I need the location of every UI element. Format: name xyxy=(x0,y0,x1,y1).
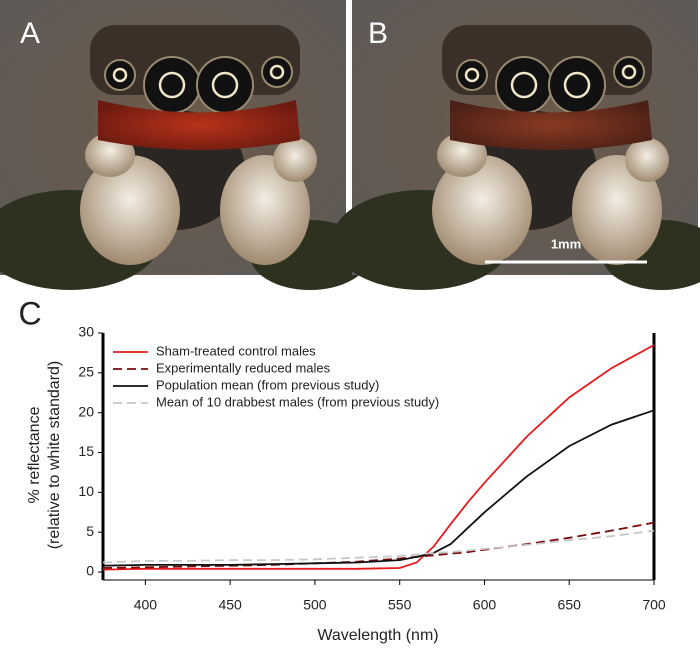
x-tick-label: 550 xyxy=(388,597,412,613)
y-tick-label: 30 xyxy=(78,324,94,340)
x-axis-label: Wavelength (nm) xyxy=(317,627,438,644)
y-tick-label: 15 xyxy=(78,443,94,459)
photo-b xyxy=(330,0,700,292)
y-axis-label: % reflectance xyxy=(26,406,43,503)
y-tick-label: 20 xyxy=(78,403,94,419)
panel-label: B xyxy=(368,17,388,50)
panel-label: C xyxy=(18,295,41,331)
x-tick-label: 500 xyxy=(303,597,327,613)
x-tick-label: 650 xyxy=(558,597,582,613)
y-tick-label: 25 xyxy=(78,364,94,380)
legend-label: Mean of 10 drabbest males (from previous… xyxy=(156,394,439,409)
photo-a xyxy=(0,0,372,292)
y-axis-label: (relative to white standard) xyxy=(46,361,63,550)
y-tick-label: 5 xyxy=(86,523,94,539)
x-tick-label: 400 xyxy=(134,597,158,613)
series-line xyxy=(102,344,655,571)
y-tick-label: 10 xyxy=(78,483,94,499)
legend-label: Population mean (from previous study) xyxy=(156,377,379,392)
x-tick-label: 450 xyxy=(218,597,242,613)
panel-label: A xyxy=(20,17,40,50)
series-line xyxy=(102,409,655,567)
x-tick-label: 700 xyxy=(642,597,666,613)
scale-bar-label: 1mm xyxy=(551,236,581,251)
series-line xyxy=(102,529,655,564)
legend-label: Experimentally reduced males xyxy=(156,360,331,375)
x-tick-label: 600 xyxy=(473,597,497,613)
y-tick-label: 0 xyxy=(86,563,94,579)
legend-label: Sham-treated control males xyxy=(156,343,316,358)
